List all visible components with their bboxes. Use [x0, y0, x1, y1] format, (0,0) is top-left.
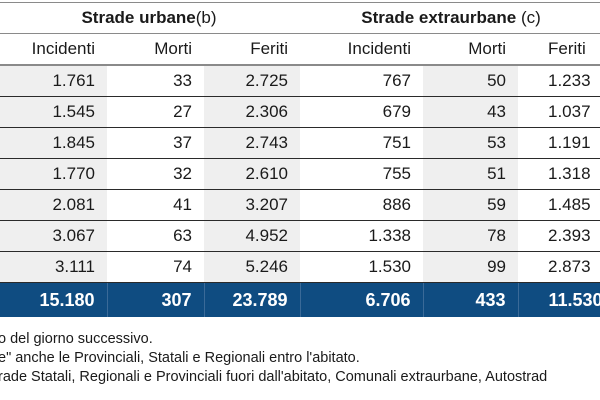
- table-cell: 2.081: [0, 189, 107, 221]
- table-row: 1.845 37 2.743 751 53 1.191: [0, 127, 600, 159]
- table-cell: 41: [107, 189, 204, 221]
- column-header: Feriti: [518, 33, 600, 66]
- footnote-a: o del giorno successivo.: [0, 331, 153, 347]
- table-cell: 1.318: [518, 158, 600, 190]
- table-cell: 751: [300, 127, 423, 159]
- group-header-extraurban: Strade extraurbane (c): [300, 2, 600, 34]
- group-label: Strade urbane: [81, 8, 196, 27]
- total-cell: 23.789: [203, 282, 300, 317]
- total-cell: 6.706: [299, 282, 423, 317]
- total-cell: 15.180: [0, 282, 107, 317]
- table-cell: 78: [423, 220, 518, 252]
- table-cell: 27: [107, 96, 204, 128]
- table-cell: 33: [107, 65, 204, 97]
- table-cell: 2.743: [204, 127, 300, 159]
- table-row: 3.067 63 4.952 1.338 78 2.393: [0, 220, 600, 252]
- accident-statistics-table: Strade urbane(b) Strade extraurbane (c) …: [0, 2, 600, 317]
- column-header: Morti: [107, 33, 204, 66]
- table-cell: 2.306: [204, 96, 300, 128]
- column-header-row: Incidenti Morti Feriti Incidenti Morti F…: [0, 33, 600, 66]
- table-cell: 2.725: [204, 65, 300, 97]
- table-cell: 43: [423, 96, 518, 128]
- table-cell: 679: [300, 96, 423, 128]
- table-cell: 99: [423, 251, 518, 283]
- table-cell: 53: [423, 127, 518, 159]
- table-row: 1.770 32 2.610 755 51 1.318: [0, 158, 600, 190]
- table-cell: 886: [300, 189, 423, 221]
- table-cell: 755: [300, 158, 423, 190]
- totals-row: 15.180 307 23.789 6.706 433 11.530: [0, 282, 600, 317]
- table-cell: 1.191: [518, 127, 600, 159]
- table-row: 1.761 33 2.725 767 50 1.233: [0, 65, 600, 97]
- table-cell: 50: [423, 65, 518, 97]
- total-cell: 11.530: [517, 282, 600, 317]
- column-header: Morti: [423, 33, 518, 66]
- group-note: (c): [520, 8, 541, 27]
- table-cell: 37: [107, 127, 204, 159]
- footnote-c: rade Statali, Regionali e Provinciali fu…: [0, 369, 548, 385]
- table-cell: 51: [423, 158, 518, 190]
- table-cell: 4.952: [204, 220, 300, 252]
- table-cell: 2.873: [518, 251, 600, 283]
- table-cell: 1.761: [0, 65, 107, 97]
- column-header: Incidenti: [0, 33, 107, 66]
- table-row: 3.111 74 5.246 1.530 99 2.873: [0, 251, 600, 283]
- table-cell: 1.545: [0, 96, 107, 128]
- table-cell: 1.037: [518, 96, 600, 128]
- group-header-row: Strade urbane(b) Strade extraurbane (c): [0, 2, 600, 34]
- column-header: Incidenti: [300, 33, 423, 66]
- table-row: 2.081 41 3.207 886 59 1.485: [0, 189, 600, 221]
- group-note: (b): [195, 8, 217, 27]
- table-cell: 5.246: [204, 251, 300, 283]
- table-cell: 3.111: [0, 251, 107, 283]
- table-cell: 1.845: [0, 127, 107, 159]
- total-cell: 433: [422, 282, 518, 317]
- table-cell: 1.338: [300, 220, 423, 252]
- table-cell: 1.530: [300, 251, 423, 283]
- table-row: 1.545 27 2.306 679 43 1.037: [0, 96, 600, 128]
- total-cell: 307: [106, 282, 204, 317]
- table-cell: 2.610: [204, 158, 300, 190]
- table-cell: 1.770: [0, 158, 107, 190]
- group-header-urban: Strade urbane(b): [0, 2, 300, 34]
- footnotes: o del giorno successivo. e" anche le Pro…: [0, 330, 547, 387]
- table-cell: 2.393: [518, 220, 600, 252]
- table-cell: 32: [107, 158, 204, 190]
- table-cell: 3.067: [0, 220, 107, 252]
- table-cell: 63: [107, 220, 204, 252]
- table-cell: 74: [107, 251, 204, 283]
- column-header: Feriti: [204, 33, 300, 66]
- footnote-b: e" anche le Provinciali, Statali e Regio…: [0, 350, 360, 366]
- table-cell: 1.233: [518, 65, 600, 97]
- table-cell: 3.207: [204, 189, 300, 221]
- table-cell: 767: [300, 65, 423, 97]
- table-cell: 1.485: [518, 189, 600, 221]
- group-label: Strade extraurbane: [361, 8, 521, 27]
- table-cell: 59: [423, 189, 518, 221]
